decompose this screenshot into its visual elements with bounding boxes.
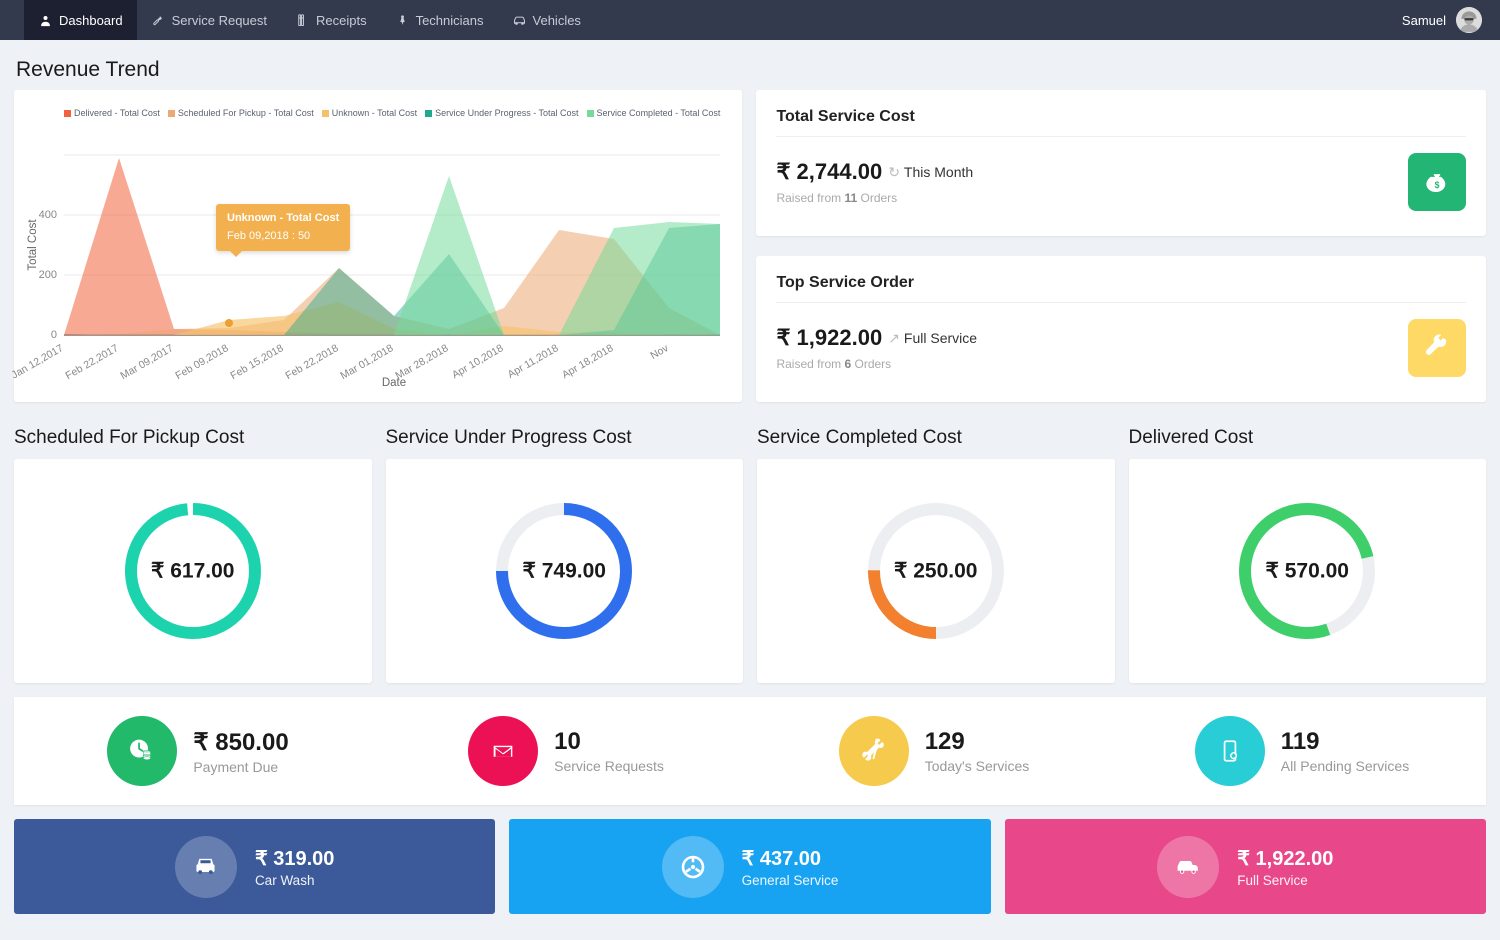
svg-text:200: 200 — [39, 269, 57, 281]
svg-text:Feb 09,2018: Feb 09,2018 — [173, 342, 230, 382]
svg-text:Apr 11,2018: Apr 11,2018 — [506, 342, 561, 381]
svg-text:400: 400 — [39, 209, 57, 221]
svg-text:Jan 12,2017: Jan 12,2017 — [9, 342, 65, 381]
svg-text:Feb 15,2018: Feb 15,2018 — [228, 342, 285, 382]
svg-text:Total Cost: Total Cost — [27, 219, 39, 271]
svg-text:$: $ — [1435, 180, 1440, 190]
svg-text:Nov: Nov — [648, 342, 671, 362]
svg-text:0: 0 — [51, 329, 57, 341]
svg-text:Apr 10,2018: Apr 10,2018 — [450, 342, 506, 381]
svg-text:Apr 18,2018: Apr 18,2018 — [560, 342, 616, 381]
svg-text:Date: Date — [382, 377, 406, 389]
svg-text:Feb 22,2018: Feb 22,2018 — [283, 342, 340, 382]
svg-text:Feb 22,2017: Feb 22,2017 — [63, 342, 120, 382]
svg-text:Mar 09,2017: Mar 09,2017 — [118, 342, 175, 382]
